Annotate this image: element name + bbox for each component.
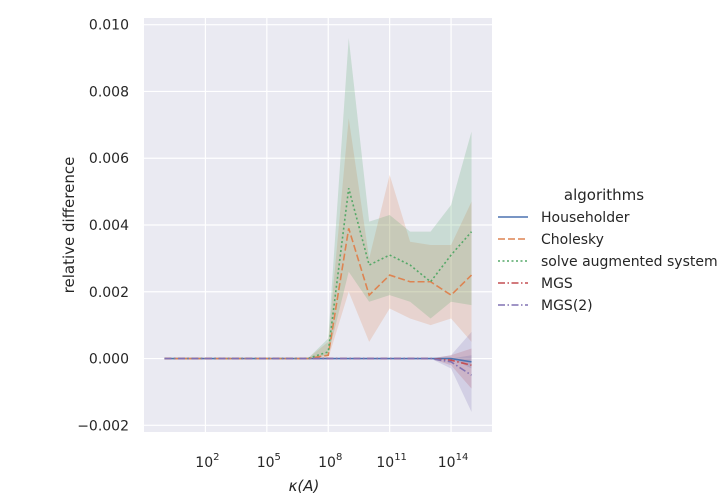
y-tick-label: 0.000: [89, 352, 129, 368]
x-tick-label: 108: [318, 452, 342, 471]
legend-title: algorithms: [564, 186, 644, 204]
legend-label: solve augmented system: [541, 254, 718, 270]
confidence-bands: [164, 38, 472, 412]
legend-label: Householder: [541, 210, 630, 226]
legend-label: MGS(2): [541, 298, 593, 314]
y-tick-labels: −0.002 0.000 0.002 0.004 0.006 0.008 0.010: [77, 18, 129, 435]
x-tick-label: 1011: [376, 452, 407, 471]
y-tick-label: −0.002: [77, 418, 129, 434]
series-lines: [164, 188, 473, 376]
x-tick-label: 102: [195, 452, 219, 471]
band-solve-augmented-system: [164, 38, 472, 359]
legend-label: Cholesky: [541, 232, 604, 248]
band-cholesky: [164, 118, 472, 359]
legend-label: MGS: [541, 276, 573, 292]
x-tick-label: 1014: [438, 452, 469, 471]
x-tick-label: 105: [257, 452, 281, 471]
y-tick-label: 0.010: [89, 18, 129, 34]
y-tick-label: 0.002: [89, 285, 129, 301]
y-axis-label: relative difference: [60, 157, 78, 294]
gridlines: [144, 18, 492, 432]
y-tick-label: 0.006: [89, 151, 129, 167]
y-tick-label: 0.004: [89, 218, 129, 234]
x-axis-label: κ(A): [289, 477, 320, 495]
series-line-mgs-2-: [164, 357, 472, 376]
x-tick-labels: 102 105 108 1011 1014: [195, 452, 468, 471]
legend: algorithms Householder Cholesky solve augm…: [498, 186, 718, 314]
y-tick-label: 0.008: [89, 84, 129, 100]
